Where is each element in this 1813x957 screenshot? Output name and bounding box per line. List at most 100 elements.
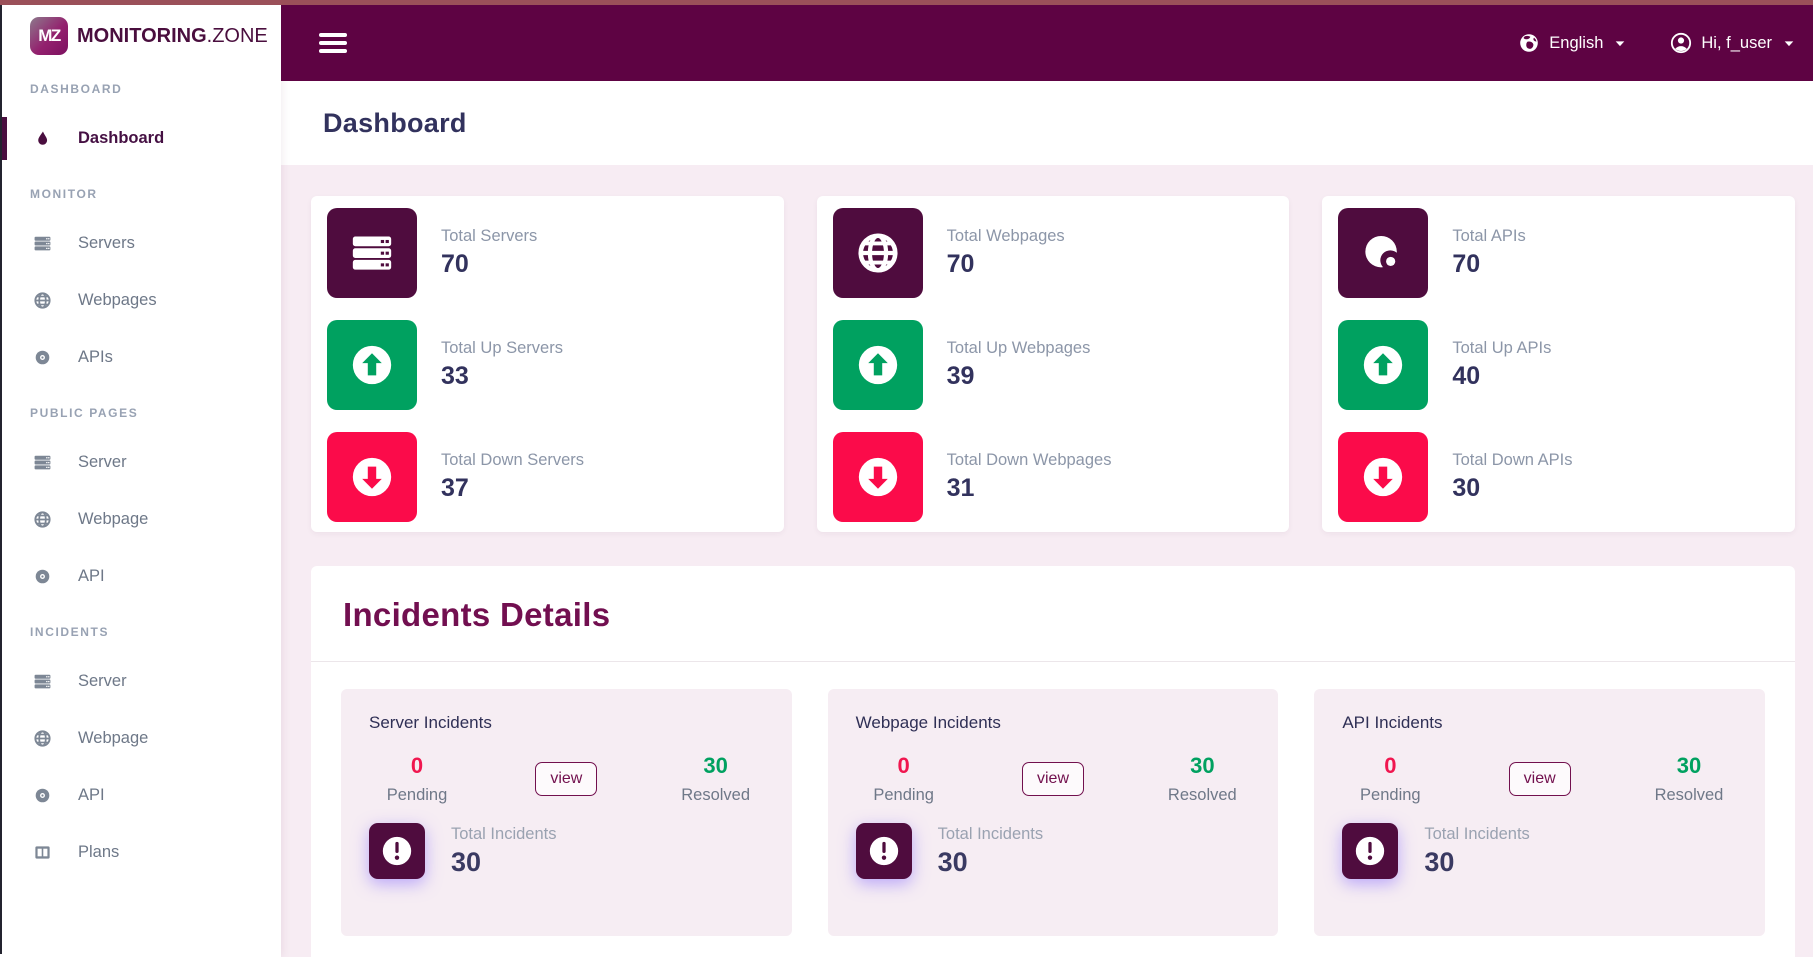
incident-card-counters: 0 Pending view 30 Resolved bbox=[1328, 753, 1751, 805]
language-selector[interactable]: English bbox=[1518, 32, 1626, 54]
stat-up-servers: Total Up Servers 33 bbox=[327, 320, 768, 410]
stat-value: 40 bbox=[1452, 362, 1481, 390]
sidebar-item-incident-api[interactable]: API bbox=[0, 767, 281, 824]
main-column: English Hi, f_user Dashboard Total bbox=[281, 0, 1813, 957]
sidebar-item-label: Server bbox=[78, 672, 127, 690]
total-incidents-value: 30 bbox=[1424, 846, 1455, 877]
apis-stat-card: Total APIs 70 Total Up APIs 40 Total Down … bbox=[1322, 196, 1795, 532]
sidebar-item-label: Webpage bbox=[78, 510, 149, 528]
incident-card-counters: 0 Pending view 30 Resolved bbox=[842, 753, 1265, 805]
api-incidents-card: API Incidents 0 Pending view 30 Resolved bbox=[1314, 689, 1765, 936]
sidebar-item-label: APIs bbox=[78, 348, 113, 366]
resolved-label: Resolved bbox=[681, 786, 751, 804]
stat-value: 31 bbox=[946, 474, 975, 502]
sidebar-item-servers[interactable]: Servers bbox=[0, 215, 281, 272]
total-incidents-row: Total Incidents 30 bbox=[842, 823, 1265, 879]
stat-value: 39 bbox=[946, 362, 975, 390]
globe-earth-icon bbox=[1518, 32, 1540, 54]
pending-label: Pending bbox=[873, 786, 934, 804]
chevron-down-icon bbox=[1783, 39, 1795, 48]
stat-label: Total Down Servers bbox=[441, 451, 585, 469]
sidebar-item-plans[interactable]: Plans bbox=[0, 824, 281, 881]
stat-value: 37 bbox=[441, 474, 469, 502]
servers-stat-card: Total Servers 70 Total Up Servers 33 Total… bbox=[311, 196, 784, 532]
resolved-label: Resolved bbox=[1654, 786, 1724, 804]
stat-label: Total Down APIs bbox=[1452, 451, 1573, 469]
brand-logo[interactable]: MZ MONITORING.ZONE bbox=[0, 10, 281, 62]
total-incidents-label: Total Incidents bbox=[937, 824, 1044, 843]
incident-card-title: Server Incidents bbox=[369, 713, 492, 732]
sidebar-item-public-api[interactable]: API bbox=[0, 548, 281, 605]
pending-value: 0 bbox=[1384, 753, 1397, 778]
chevron-down-icon bbox=[1614, 39, 1626, 48]
incidents-header: Incidents Details bbox=[311, 566, 1795, 661]
resolved-counter: 30 Resolved bbox=[1140, 753, 1264, 805]
view-button[interactable]: view bbox=[535, 762, 598, 796]
stat-down-webpages: Total Down Webpages 31 bbox=[832, 432, 1274, 522]
stat-up-apis: Total Up APIs 40 bbox=[1338, 320, 1779, 410]
api-logo-icon bbox=[1338, 208, 1429, 298]
pending-counter: 0 Pending bbox=[842, 753, 966, 805]
arrow-up-circle-icon bbox=[327, 320, 417, 410]
stats-row: Total Servers 70 Total Up Servers 33 Total… bbox=[311, 196, 1795, 532]
user-menu[interactable]: Hi, f_user bbox=[1670, 32, 1795, 54]
stat-label: Total Up APIs bbox=[1452, 339, 1552, 357]
total-incidents-value: 30 bbox=[937, 846, 968, 877]
page-heading-band: Dashboard bbox=[281, 81, 1813, 165]
arrow-up-circle-icon bbox=[1338, 320, 1429, 410]
resolved-counter: 30 Resolved bbox=[654, 753, 778, 805]
user-greeting: Hi, f_user bbox=[1701, 33, 1772, 52]
columns-icon bbox=[33, 843, 52, 862]
sidebar-section-monitor: MONITOR bbox=[30, 187, 98, 201]
sidebar-item-dashboard[interactable]: Dashboard bbox=[0, 110, 281, 167]
pending-counter: 0 Pending bbox=[1328, 753, 1452, 805]
server-icon bbox=[33, 453, 52, 472]
total-incidents-row: Total Incidents 30 bbox=[1328, 823, 1751, 879]
sidebar-item-webpages[interactable]: Webpages bbox=[0, 272, 281, 329]
arrow-down-circle-icon bbox=[832, 432, 923, 522]
resolved-value: 30 bbox=[1190, 753, 1215, 778]
globe-icon bbox=[33, 510, 52, 529]
sidebar-section-public-pages: PUBLIC PAGES bbox=[30, 406, 139, 420]
incidents-divider bbox=[311, 661, 1795, 662]
view-button[interactable]: view bbox=[1021, 762, 1084, 796]
sidebar-item-public-server[interactable]: Server bbox=[0, 434, 281, 491]
exclamation-circle-icon bbox=[1342, 823, 1399, 879]
brand-logo-text: MONITORING.ZONE bbox=[77, 25, 268, 48]
incident-card-title: API Incidents bbox=[1342, 713, 1443, 732]
resolved-value: 30 bbox=[703, 753, 728, 778]
sidebar-item-label: Plans bbox=[78, 843, 120, 861]
hamburger-menu-icon[interactable] bbox=[319, 33, 347, 53]
circle-dot-icon bbox=[33, 786, 52, 805]
sidebar-item-incident-webpage[interactable]: Webpage bbox=[0, 710, 281, 767]
sidebar-section-dashboard: DASHBOARD bbox=[30, 82, 123, 96]
view-button[interactable]: view bbox=[1508, 762, 1571, 796]
top-accent-strip bbox=[0, 0, 1813, 5]
server-incidents-card: Server Incidents 0 Pending view 30 Resol… bbox=[341, 689, 792, 936]
stat-label: Total Webpages bbox=[946, 227, 1065, 245]
stat-total-webpages: Total Webpages 70 bbox=[832, 208, 1274, 298]
server-icon bbox=[33, 234, 52, 253]
stat-value: 30 bbox=[1452, 474, 1481, 502]
stat-label: Total Up Servers bbox=[441, 339, 563, 357]
sidebar-item-public-webpage[interactable]: Webpage bbox=[0, 491, 281, 548]
incidents-cards-row: Server Incidents 0 Pending view 30 Resol… bbox=[311, 662, 1795, 957]
circle-dot-icon bbox=[33, 567, 52, 586]
resolved-value: 30 bbox=[1676, 753, 1702, 778]
sidebar-item-incident-server[interactable]: Server bbox=[0, 653, 281, 710]
webpage-incidents-card: Webpage Incidents 0 Pending view 30 Reso… bbox=[827, 689, 1279, 936]
stat-down-apis: Total Down APIs 30 bbox=[1338, 432, 1779, 522]
page-title: Dashboard bbox=[323, 107, 467, 138]
globe-icon bbox=[33, 291, 52, 310]
droplet-icon bbox=[33, 129, 52, 148]
sidebar-item-label: API bbox=[78, 567, 105, 585]
arrow-up-circle-icon bbox=[832, 320, 923, 410]
sidebar-item-apis[interactable]: APIs bbox=[0, 329, 281, 386]
stat-up-webpages: Total Up Webpages 39 bbox=[832, 320, 1274, 410]
total-incidents-label: Total Incidents bbox=[1424, 824, 1530, 843]
sidebar-item-label: Servers bbox=[78, 234, 135, 252]
resolved-label: Resolved bbox=[1167, 786, 1237, 804]
circle-dot-icon bbox=[33, 348, 52, 367]
exclamation-circle-icon bbox=[369, 823, 425, 879]
server-icon bbox=[33, 672, 52, 691]
